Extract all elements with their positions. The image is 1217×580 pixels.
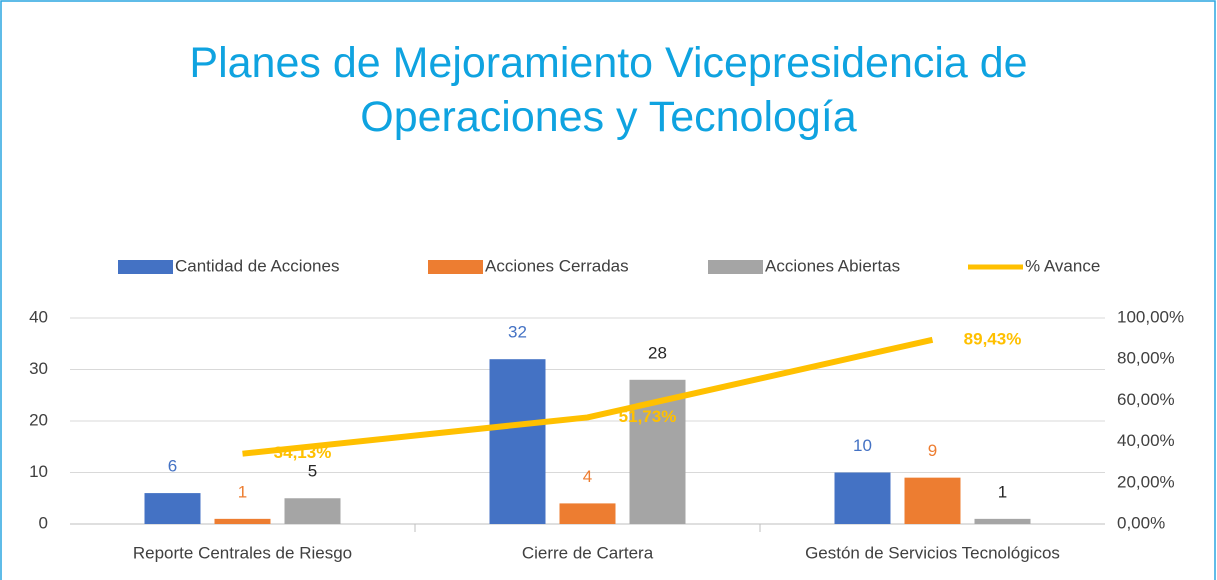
legend-label: % Avance bbox=[1025, 256, 1100, 275]
chart-title: Planes de Mejoramiento Vicepresidencia d… bbox=[189, 39, 1028, 141]
x-tick-label: Cierre de Cartera bbox=[522, 543, 654, 562]
y-tick-label: 0 bbox=[39, 513, 48, 532]
y-tick-label: 20 bbox=[29, 410, 48, 429]
data-label: 28 bbox=[648, 343, 667, 362]
legend-label: Acciones Abiertas bbox=[765, 256, 900, 275]
line-data-label: 51,73% bbox=[619, 407, 677, 426]
legend-label: Cantidad de Acciones bbox=[175, 256, 339, 275]
y2-tick-label: 0,00% bbox=[1117, 513, 1165, 532]
x-tick-label: Reporte Centrales de Riesgo bbox=[133, 543, 352, 562]
x-tick-label: Gestón de Servicios Tecnológicos bbox=[805, 543, 1060, 562]
legend-label: Acciones Cerradas bbox=[485, 256, 629, 275]
legend-swatch bbox=[118, 260, 173, 274]
line-data-label: 34,13% bbox=[274, 443, 332, 462]
bar bbox=[559, 503, 616, 524]
y2-tick-label: 100,00% bbox=[1117, 307, 1184, 326]
y-tick-label: 30 bbox=[29, 359, 48, 378]
bar bbox=[144, 493, 201, 524]
bar bbox=[489, 359, 546, 524]
bar bbox=[834, 472, 891, 524]
data-label: 9 bbox=[928, 441, 937, 460]
legend-swatch bbox=[708, 260, 763, 274]
line bbox=[242, 336, 934, 457]
line-data-label: 89,43% bbox=[964, 329, 1022, 348]
bar bbox=[904, 477, 961, 524]
y2-tick-label: 60,00% bbox=[1117, 390, 1175, 409]
data-label: 1 bbox=[238, 482, 247, 501]
y-tick-label: 40 bbox=[29, 307, 48, 326]
y-tick-label: 10 bbox=[29, 462, 48, 481]
legend-swatch bbox=[428, 260, 483, 274]
bar bbox=[974, 518, 1031, 524]
y2-tick-label: 80,00% bbox=[1117, 349, 1175, 368]
bar bbox=[214, 518, 271, 524]
data-label: 4 bbox=[583, 467, 592, 486]
data-label: 1 bbox=[998, 482, 1007, 501]
data-label: 10 bbox=[853, 436, 872, 455]
bar bbox=[284, 498, 341, 524]
data-label: 6 bbox=[168, 457, 177, 476]
y2-tick-label: 20,00% bbox=[1117, 472, 1175, 491]
data-label: 5 bbox=[308, 462, 317, 481]
y2-tick-label: 40,00% bbox=[1117, 431, 1175, 450]
data-label: 32 bbox=[508, 323, 527, 342]
